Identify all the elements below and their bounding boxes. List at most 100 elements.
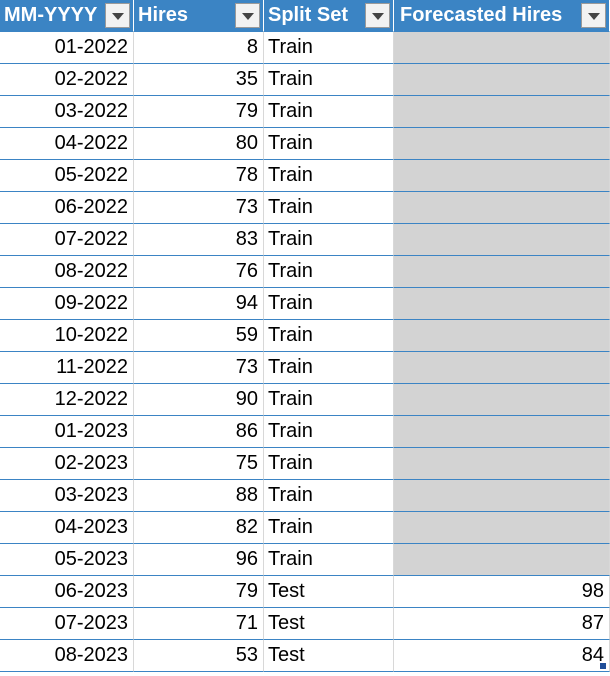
cell-forecasted-hires[interactable]: [394, 416, 610, 448]
cell-hires[interactable]: 59: [134, 320, 264, 352]
cell-hires[interactable]: 71: [134, 608, 264, 640]
cell-hires[interactable]: 79: [134, 96, 264, 128]
cell-split-set[interactable]: Train: [264, 64, 394, 96]
cell-month[interactable]: 05-2023: [0, 544, 134, 576]
cell-forecasted-hires[interactable]: 87: [394, 608, 610, 640]
header-split-set-label: Split Set: [268, 4, 349, 26]
cell-hires[interactable]: 78: [134, 160, 264, 192]
filter-dropdown-icon[interactable]: [581, 3, 606, 28]
cell-month[interactable]: 06-2023: [0, 576, 134, 608]
cell-split-set[interactable]: Train: [264, 128, 394, 160]
cell-forecasted-hires[interactable]: 98: [394, 576, 610, 608]
table-row: 06-2022 73 Train: [0, 192, 610, 224]
cell-forecasted-hires[interactable]: [394, 320, 610, 352]
cell-month[interactable]: 01-2022: [0, 32, 134, 64]
cell-forecasted-hires[interactable]: [394, 512, 610, 544]
cell-month[interactable]: 01-2023: [0, 416, 134, 448]
cell-hires[interactable]: 86: [134, 416, 264, 448]
cell-hires[interactable]: 35: [134, 64, 264, 96]
cell-forecasted-hires[interactable]: [394, 544, 610, 576]
cell-forecasted-hires[interactable]: [394, 384, 610, 416]
cell-month[interactable]: 02-2022: [0, 64, 134, 96]
filter-dropdown-icon[interactable]: [235, 3, 260, 28]
cell-split-set[interactable]: Train: [264, 192, 394, 224]
cell-hires[interactable]: 73: [134, 352, 264, 384]
table-row: 02-2022 35 Train: [0, 64, 610, 96]
cell-split-set[interactable]: Train: [264, 320, 394, 352]
cell-hires[interactable]: 53: [134, 640, 264, 672]
filter-dropdown-icon[interactable]: [105, 3, 130, 28]
cell-month[interactable]: 03-2022: [0, 96, 134, 128]
cell-split-set[interactable]: Train: [264, 416, 394, 448]
cell-month[interactable]: 11-2022: [0, 352, 134, 384]
cell-split-set[interactable]: Train: [264, 544, 394, 576]
cell-month[interactable]: 04-2022: [0, 128, 134, 160]
filter-dropdown-icon[interactable]: [365, 3, 390, 28]
cell-month[interactable]: 08-2022: [0, 256, 134, 288]
cell-split-set[interactable]: Train: [264, 160, 394, 192]
cell-hires[interactable]: 94: [134, 288, 264, 320]
cell-month[interactable]: 12-2022: [0, 384, 134, 416]
table-row: 04-2022 80 Train: [0, 128, 610, 160]
header-forecasted-hires[interactable]: Forecasted Hires: [394, 0, 610, 32]
cell-forecasted-hires[interactable]: [394, 352, 610, 384]
cell-split-set[interactable]: Train: [264, 512, 394, 544]
header-split-set[interactable]: Split Set: [264, 0, 394, 32]
cell-forecasted-hires[interactable]: [394, 160, 610, 192]
cell-split-set[interactable]: Train: [264, 480, 394, 512]
header-month[interactable]: MM-YYYY: [0, 0, 134, 32]
cell-forecasted-hires[interactable]: [394, 64, 610, 96]
cell-hires[interactable]: 8: [134, 32, 264, 64]
cell-split-set[interactable]: Train: [264, 32, 394, 64]
table-row: 10-2022 59 Train: [0, 320, 610, 352]
cell-split-set[interactable]: Test: [264, 576, 394, 608]
cell-month[interactable]: 08-2023: [0, 640, 134, 672]
table-row: 05-2023 96 Train: [0, 544, 610, 576]
cell-forecasted-hires[interactable]: [394, 256, 610, 288]
cell-forecasted-hires[interactable]: [394, 192, 610, 224]
cell-hires[interactable]: 96: [134, 544, 264, 576]
cell-split-set[interactable]: Test: [264, 640, 394, 672]
cell-month[interactable]: 03-2023: [0, 480, 134, 512]
cell-split-set[interactable]: Train: [264, 448, 394, 480]
header-hires-label: Hires: [138, 4, 189, 26]
cell-month[interactable]: 04-2023: [0, 512, 134, 544]
cell-month[interactable]: 02-2023: [0, 448, 134, 480]
cell-forecasted-hires[interactable]: [394, 128, 610, 160]
cell-hires[interactable]: 76: [134, 256, 264, 288]
cell-month[interactable]: 07-2022: [0, 224, 134, 256]
fill-handle[interactable]: [600, 663, 606, 669]
cell-forecasted-hires[interactable]: 84: [394, 640, 610, 672]
cell-forecasted-hires[interactable]: [394, 448, 610, 480]
cell-month[interactable]: 09-2022: [0, 288, 134, 320]
cell-forecasted-hires[interactable]: [394, 224, 610, 256]
cell-hires[interactable]: 83: [134, 224, 264, 256]
cell-split-set[interactable]: Train: [264, 288, 394, 320]
cell-month[interactable]: 05-2022: [0, 160, 134, 192]
table-row: 03-2023 88 Train: [0, 480, 610, 512]
cell-month[interactable]: 06-2022: [0, 192, 134, 224]
cell-month[interactable]: 07-2023: [0, 608, 134, 640]
cell-hires[interactable]: 82: [134, 512, 264, 544]
header-hires[interactable]: Hires: [134, 0, 264, 32]
cell-forecasted-hires[interactable]: [394, 288, 610, 320]
cell-hires[interactable]: 88: [134, 480, 264, 512]
cell-hires[interactable]: 73: [134, 192, 264, 224]
cell-hires[interactable]: 75: [134, 448, 264, 480]
cell-forecasted-hires[interactable]: [394, 96, 610, 128]
cell-forecasted-hires[interactable]: [394, 32, 610, 64]
cell-split-set[interactable]: Train: [264, 224, 394, 256]
cell-split-set[interactable]: Test: [264, 608, 394, 640]
cell-hires[interactable]: 90: [134, 384, 264, 416]
cell-split-set[interactable]: Train: [264, 352, 394, 384]
cell-split-set[interactable]: Train: [264, 96, 394, 128]
table-row: 03-2022 79 Train: [0, 96, 610, 128]
cell-hires[interactable]: 79: [134, 576, 264, 608]
cell-hires[interactable]: 80: [134, 128, 264, 160]
table-row: 01-2022 8 Train: [0, 32, 610, 64]
cell-split-set[interactable]: Train: [264, 384, 394, 416]
cell-month[interactable]: 10-2022: [0, 320, 134, 352]
cell-forecasted-hires[interactable]: [394, 480, 610, 512]
cell-split-set[interactable]: Train: [264, 256, 394, 288]
